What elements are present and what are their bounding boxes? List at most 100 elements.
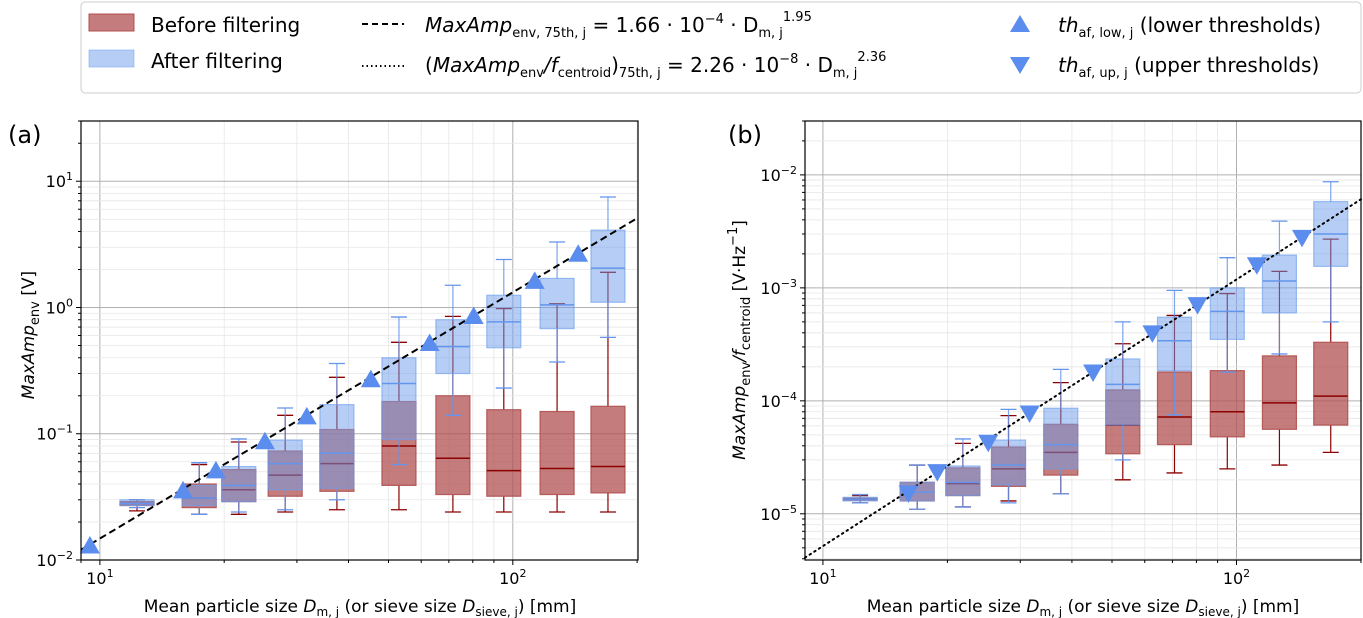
threshold-triangle-down: [1291, 229, 1312, 248]
x-tick-base: 10: [1223, 569, 1243, 588]
y-tick-base: 10: [760, 279, 780, 298]
y-tick-base: 10: [760, 392, 780, 411]
fit-a-rhs-sub: m, j: [758, 26, 783, 41]
fit-a-lhs: MaxAmp: [425, 13, 512, 37]
threshold-triangle-down: [898, 485, 919, 503]
before-box-body: [486, 409, 522, 497]
before-box-9: [590, 271, 626, 513]
xa-d2: D: [462, 597, 475, 617]
x-tick-exp: 2: [519, 567, 526, 580]
fit-line: [80, 216, 639, 551]
after-box-0: [119, 499, 155, 509]
y-tick-exp: 0: [66, 296, 73, 309]
y-tick-base: 10: [36, 425, 56, 444]
before-box-body: [1209, 370, 1245, 438]
after-box-7: [1209, 257, 1245, 373]
panel-b-grid: [805, 120, 1362, 560]
up-main: th: [1058, 53, 1079, 77]
xb-d1: D: [1026, 597, 1039, 617]
after-box-body: [221, 465, 257, 503]
legend-fit-a-label: MaxAmpenv, 75th, j = 1.66 · 10−4 · Dm, j…: [425, 10, 812, 41]
threshold-triangle-down: [978, 434, 999, 453]
fit-b-close: ): [611, 53, 619, 77]
threshold-triangle-up: [254, 431, 275, 450]
yb-unit-exp: −1: [726, 227, 741, 246]
xb-mid: (or sieve size: [1062, 597, 1185, 617]
ya-main: MaxAmp: [19, 325, 39, 399]
up-sub: af, up, j: [1079, 66, 1128, 81]
fit-b-rhs: = 2.26 · 10: [661, 53, 780, 77]
y-tick-exp: −4: [781, 390, 797, 403]
fit-b-rhs-sub: m, j: [833, 66, 858, 81]
before-box-9: [1313, 238, 1349, 453]
after-box-body: [381, 357, 417, 441]
panel-a-ylabel: MaxAmpenv [V]: [19, 271, 43, 399]
x-tick-label: 101: [809, 567, 836, 588]
x-tick-label: 101: [86, 567, 113, 588]
after-box-8: [539, 241, 575, 363]
yb-sub2: centroid: [739, 297, 754, 350]
threshold-triangle-down: [1142, 325, 1163, 343]
after-box-7: [486, 258, 522, 389]
after-box-body: [1156, 316, 1193, 372]
xb-pre: Mean particle size: [867, 597, 1027, 617]
after-box-1: [181, 462, 217, 515]
before-box-8: [1261, 270, 1298, 466]
after-box-4: [319, 362, 355, 501]
x-tick-base: 10: [809, 569, 829, 588]
legend-after-label: After filtering: [151, 49, 283, 73]
y-tick-label: 10−2: [760, 164, 797, 185]
before-box-body: [539, 410, 575, 496]
legend-triangle-up-icon: [1010, 15, 1030, 32]
fit-line: [804, 198, 1362, 559]
y-tick-exp: −2: [781, 164, 797, 177]
yb-unit-close: ]: [730, 220, 750, 227]
after-box-body: [1043, 407, 1079, 470]
fit-b-rhs-pow: 2.36: [857, 50, 886, 65]
y-tick-exp: −2: [57, 549, 73, 562]
panel-b-xlabel: Mean particle size Dm, j (or sieve size …: [867, 597, 1299, 618]
after-box-body: [119, 499, 155, 507]
fit-b-sub2: centroid: [558, 66, 611, 81]
after-box-body: [1209, 287, 1245, 340]
panel-b-label: (b): [728, 121, 762, 149]
y-tick-base: 10: [46, 298, 66, 317]
y-tick-label: 10−1: [36, 423, 73, 444]
axes-frame: [804, 120, 1362, 561]
legend-before-swatch: [88, 13, 135, 32]
after-box-8: [1261, 220, 1298, 355]
threshold-triangle-down: [927, 464, 948, 482]
xa-s2: sieve, j: [475, 605, 517, 618]
legend-frame: [80, 1, 1362, 94]
y-tick-label: 10−2: [36, 549, 73, 570]
panel-b-thresholds: [898, 229, 1312, 503]
x-tick-exp: 1: [107, 567, 114, 580]
up-tail: (upper thresholds): [1128, 53, 1320, 77]
legend: Before filtering After filtering MaxAmpe…: [80, 1, 1362, 94]
yb-unit: [V·Hz: [730, 246, 750, 297]
xa-pre: Mean particle size: [144, 597, 304, 617]
before-box-8: [539, 303, 575, 513]
panel-b-fit-line: [804, 198, 1362, 559]
x-tick-exp: 1: [830, 567, 837, 580]
y-tick-label: 10−5: [760, 503, 797, 524]
xb-s1: m, j: [1039, 605, 1062, 618]
x-tick-base: 10: [499, 569, 519, 588]
y-tick-exp: −5: [781, 503, 797, 516]
ya-unit: [V]: [19, 271, 39, 301]
threshold-triangle-down: [1246, 257, 1267, 275]
y-tick-label: 10−4: [760, 390, 797, 411]
threshold-triangle-up: [360, 369, 381, 388]
xa-s1: m, j: [316, 605, 339, 618]
fit-b-open: (: [425, 53, 433, 77]
after-box-5: [381, 316, 417, 466]
fit-b-slash: /f: [542, 53, 561, 77]
xb-s2: sieve, j: [1198, 605, 1240, 618]
threshold-triangle-up: [173, 480, 194, 499]
after-box-body: [990, 439, 1027, 486]
panel-a-thresholds: [79, 244, 589, 554]
x-tick-label: 102: [499, 567, 526, 588]
